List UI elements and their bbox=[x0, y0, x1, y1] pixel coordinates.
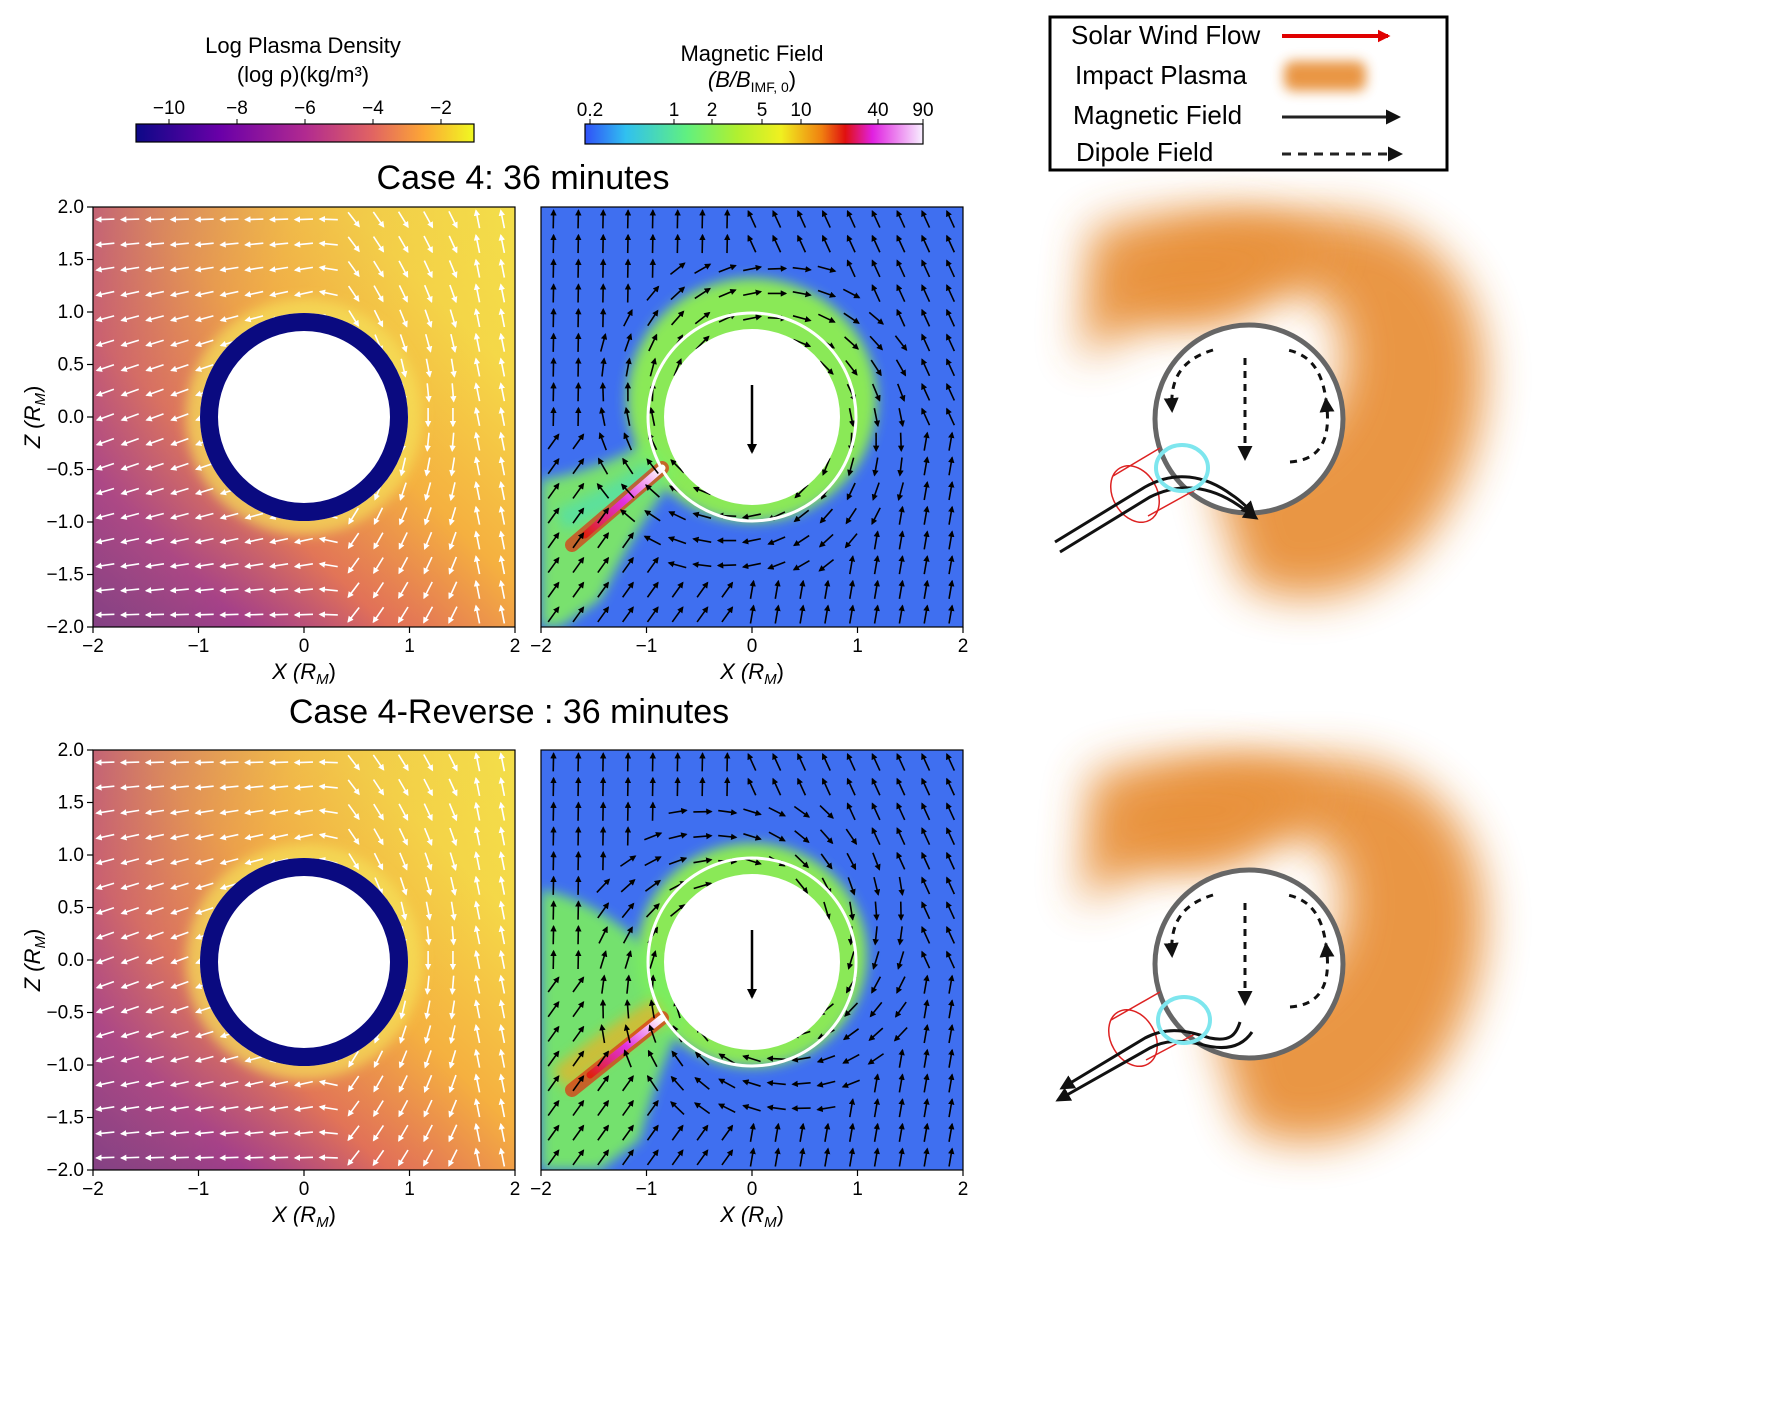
y-tick-label: −2.0 bbox=[46, 1160, 84, 1181]
density-tick-label: −10 bbox=[153, 98, 185, 119]
x-tick-label: 1 bbox=[852, 1179, 863, 1200]
impact-plasma-swatch-icon bbox=[1284, 61, 1366, 91]
y-tick-label: −0.5 bbox=[46, 1003, 84, 1024]
density-panel-bottom bbox=[93, 750, 515, 1170]
magnetic-tick-label: 2 bbox=[707, 100, 718, 121]
magnetic-tick-label: 40 bbox=[867, 100, 888, 121]
magnetic-tick-label: 5 bbox=[757, 100, 768, 121]
impact-site-circle-bottom bbox=[1156, 995, 1212, 1045]
y-tick-label: 0.5 bbox=[58, 355, 84, 376]
x-axis-label: X (RM) bbox=[271, 1202, 336, 1231]
x-tick-label: −1 bbox=[636, 636, 658, 657]
density-tick-label: −2 bbox=[430, 98, 452, 119]
y-tick-label: 2.0 bbox=[58, 197, 84, 218]
density-tick-label: −4 bbox=[362, 98, 384, 119]
magnetic-tick-label: 1 bbox=[669, 100, 680, 121]
x-tick-label: 0 bbox=[299, 1179, 310, 1200]
y-tick-label: 0.5 bbox=[58, 898, 84, 919]
planet-top bbox=[1152, 322, 1346, 516]
density-panel-top bbox=[93, 207, 515, 627]
y-tick-label: 1.5 bbox=[58, 793, 84, 814]
legend-solar-wind-label: Solar Wind Flow bbox=[1071, 20, 1260, 50]
planet-bottom bbox=[1152, 867, 1346, 1061]
x-tick-label: −2 bbox=[530, 636, 552, 657]
x-axis-label: X (RM) bbox=[719, 1202, 784, 1231]
y-tick-label: 1.0 bbox=[58, 845, 84, 866]
y-tick-label: −1.0 bbox=[46, 512, 84, 533]
legend-magnetic-field-label: Magnetic Field bbox=[1073, 100, 1242, 130]
density-colorbar-ticks: −10 −8 −6 −4 −2 bbox=[153, 98, 452, 124]
schematic-top bbox=[1054, 212, 1484, 598]
x-tick-label: 1 bbox=[404, 1179, 415, 1200]
y-tick-label: 2.0 bbox=[58, 740, 84, 761]
y-axis-label: Z (RM) bbox=[20, 929, 49, 993]
y-tick-label: −1.0 bbox=[46, 1055, 84, 1076]
x-tick-label: 0 bbox=[299, 636, 310, 657]
x-tick-label: 2 bbox=[958, 1179, 969, 1200]
magnetic-tick-label: 90 bbox=[912, 100, 933, 121]
y-tick-label: 0.0 bbox=[58, 950, 84, 971]
density-colorbar: Log Plasma Density (log ρ)(kg/m³) −10 −8−… bbox=[135, 33, 475, 143]
flux-tube-cylinder-bottom bbox=[1108, 1009, 1158, 1067]
density-tick-label: −8 bbox=[226, 98, 248, 119]
magnetic-tick-label: 0.2 bbox=[577, 100, 603, 121]
axes: −2 −1 0 1 2 2.0 1.5 1.0 0.5 0.0 −0.5 −1.0 −1.5 −2.0 Z … bbox=[20, 197, 968, 1231]
magnetic-colorbar: Magnetic Field (B/BIMF, 0) 0.2 1 2 5 10 40 90 bbox=[577, 41, 934, 145]
magnetic-colorbar-units: (B/BIMF, 0) bbox=[708, 67, 796, 95]
x-tick-label: −1 bbox=[188, 636, 210, 657]
x-tick-label: −1 bbox=[188, 1179, 210, 1200]
density-colorbar-units: (log ρ)(kg/m³) bbox=[237, 62, 369, 87]
legend-box bbox=[1048, 15, 1449, 172]
dipole-loop-left-icon bbox=[1163, 893, 1214, 958]
x-axis-label: X (RM) bbox=[271, 659, 336, 688]
y-tick-label: −1.5 bbox=[46, 1108, 84, 1129]
dipole-loop-left-icon bbox=[1163, 348, 1214, 413]
magnetic-tick-label: 10 bbox=[790, 100, 811, 121]
y-tick-label: −2.0 bbox=[46, 617, 84, 638]
x-tick-label: 2 bbox=[510, 1179, 521, 1200]
y-tick-label: 1.0 bbox=[58, 302, 84, 323]
magnetic-colorbar-ticks: 0.2 1 2 5 10 40 90 bbox=[577, 100, 934, 124]
magnetic-field-line-top-b bbox=[1059, 486, 1259, 554]
x-tick-label: −2 bbox=[82, 636, 104, 657]
x-tick-label: 1 bbox=[404, 636, 415, 657]
magnetic-panel-bottom bbox=[541, 750, 963, 1170]
y-tick-label: −1.5 bbox=[46, 565, 84, 586]
x-tick-label: −2 bbox=[82, 1179, 104, 1200]
y-axis-label: Z (RM) bbox=[20, 386, 49, 450]
legend-dipole-field-label: Dipole Field bbox=[1076, 137, 1213, 167]
magnetic-colorbar-title: Magnetic Field bbox=[680, 41, 823, 66]
magnetic-colorbar-bar bbox=[584, 123, 924, 145]
bottom-case-title: Case 4-Reverse : 36 minutes bbox=[289, 693, 729, 731]
x-tick-label: 0 bbox=[747, 1179, 758, 1200]
magnetic-field-line-bottom-b bbox=[1055, 1031, 1254, 1102]
density-colorbar-bar bbox=[135, 123, 475, 143]
y-tick-label: −0.5 bbox=[46, 460, 84, 481]
x-tick-label: 2 bbox=[510, 636, 521, 657]
legend: Solar Wind Flow Impact Plasma Magnetic F… bbox=[1048, 15, 1449, 172]
x-tick-label: 0 bbox=[747, 636, 758, 657]
top-case-title: Case 4: 36 minutes bbox=[377, 159, 670, 197]
y-tick-label: 0.0 bbox=[58, 407, 84, 428]
magnetic-panel-top bbox=[541, 207, 963, 627]
x-axis-label: X (RM) bbox=[719, 659, 784, 688]
x-tick-label: −1 bbox=[636, 1179, 658, 1200]
x-tick-label: −2 bbox=[530, 1179, 552, 1200]
impact-site-circle-top bbox=[1154, 443, 1210, 493]
x-tick-label: 2 bbox=[958, 636, 969, 657]
density-tick-label: −6 bbox=[294, 98, 316, 119]
density-colorbar-title: Log Plasma Density bbox=[205, 33, 401, 58]
x-tick-label: 1 bbox=[852, 636, 863, 657]
legend-impact-plasma-label: Impact Plasma bbox=[1075, 60, 1247, 90]
y-tick-label: 1.5 bbox=[58, 250, 84, 271]
magnetic-field-line-bottom-a bbox=[1059, 1021, 1242, 1090]
schematic-bottom bbox=[1055, 757, 1484, 1143]
